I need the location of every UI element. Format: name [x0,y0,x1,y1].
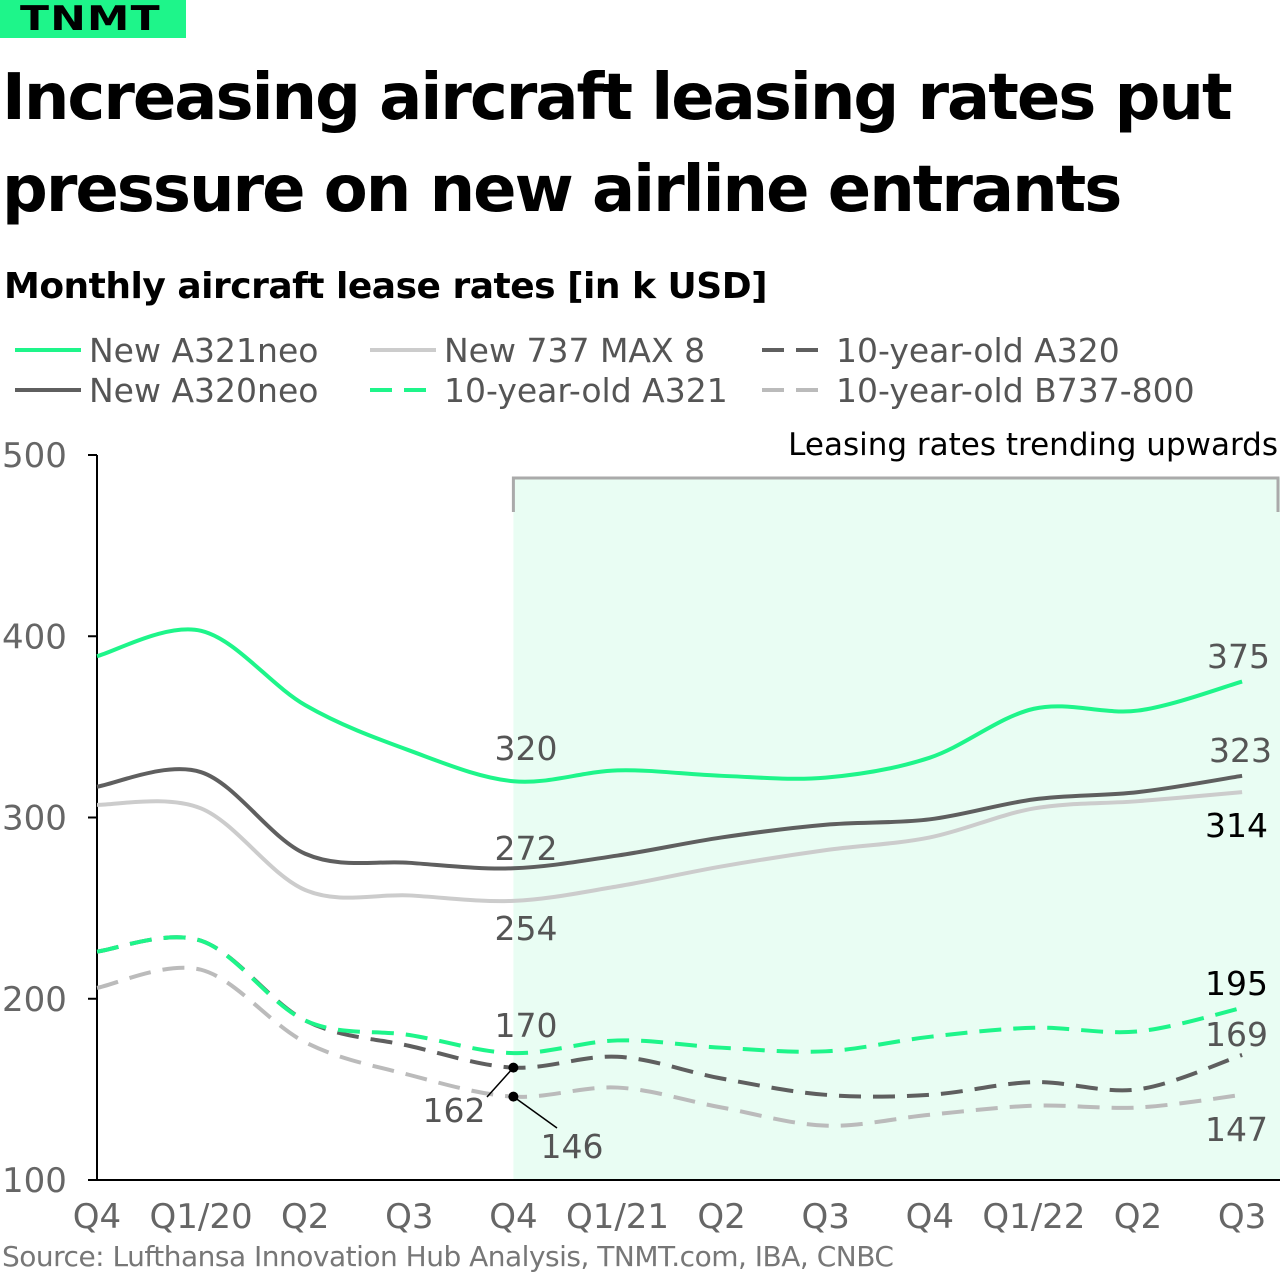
tnmt-logo: TNMT [0,0,186,39]
x-tick-label: Q4 [906,1197,954,1237]
data-label: 272 [495,829,558,868]
x-tick-label: Q2 [1114,1197,1162,1237]
legend-label: 10-year-old A321 [444,371,728,410]
x-tick-label: Q4 [73,1197,121,1237]
data-label: 320 [495,729,558,768]
y-tick-label: 300 [2,799,67,839]
data-label: 323 [1209,731,1272,770]
x-tick-label: Q2 [281,1197,329,1237]
line-chart: Leasing rates trending upwards 100 200 300 4… [2,331,1280,1237]
x-tick-label: Q3 [385,1197,433,1237]
data-label: 147 [1205,1110,1268,1149]
leader-line [512,1096,558,1129]
chart-title: Monthly aircraft lease rates [in k USD] [4,266,768,307]
legend-label: 10-year-old A320 [836,331,1120,370]
page-title: Increasing aircraft leasing rates put pr… [2,61,1233,227]
data-label: 146 [541,1127,604,1166]
highlight-bracket [511,476,1280,512]
annotation-text: Leasing rates trending upwards [788,427,1278,463]
legend-label: 10-year-old B737-800 [836,371,1195,410]
x-tick-label: Q4 [489,1197,537,1237]
series-line-new-737-max-8 [96,790,1243,904]
data-label: 314 [1205,806,1268,845]
y-tick-label: 500 [2,436,67,476]
y-tick-label: 200 [2,980,67,1020]
y-tick-label: 400 [2,617,67,657]
data-label: 170 [495,1006,558,1045]
x-tick-label: Q2 [697,1197,745,1237]
data-label: 162 [423,1091,486,1130]
x-tick-label: Q3 [1218,1197,1266,1237]
series-line-10-year-old-a321 [96,935,1243,1056]
highlight-region [513,478,1280,1180]
legend-label: New 737 MAX 8 [444,331,705,370]
data-label: 195 [1205,964,1268,1003]
x-tick-label: Q1/21 [566,1197,669,1237]
data-label: 375 [1207,637,1270,676]
data-label: 169 [1205,1015,1268,1054]
legend-label: New A321neo [89,331,318,370]
series-line-10-year-old-b737-800 [96,965,1243,1128]
data-label: 254 [495,909,558,948]
series-line-new-a321neo [96,627,1243,784]
x-tick-label: Q1/20 [150,1197,253,1237]
source-note: Source: Lufthansa Innovation Hub Analysi… [2,1240,894,1273]
series-line-new-a320neo [96,767,1243,871]
legend-label: New A320neo [89,371,318,410]
leader-line [486,1067,514,1098]
x-tick-label: Q1/22 [982,1197,1085,1237]
y-tick-label: 100 [2,1161,67,1201]
x-tick-label: Q3 [801,1197,849,1237]
